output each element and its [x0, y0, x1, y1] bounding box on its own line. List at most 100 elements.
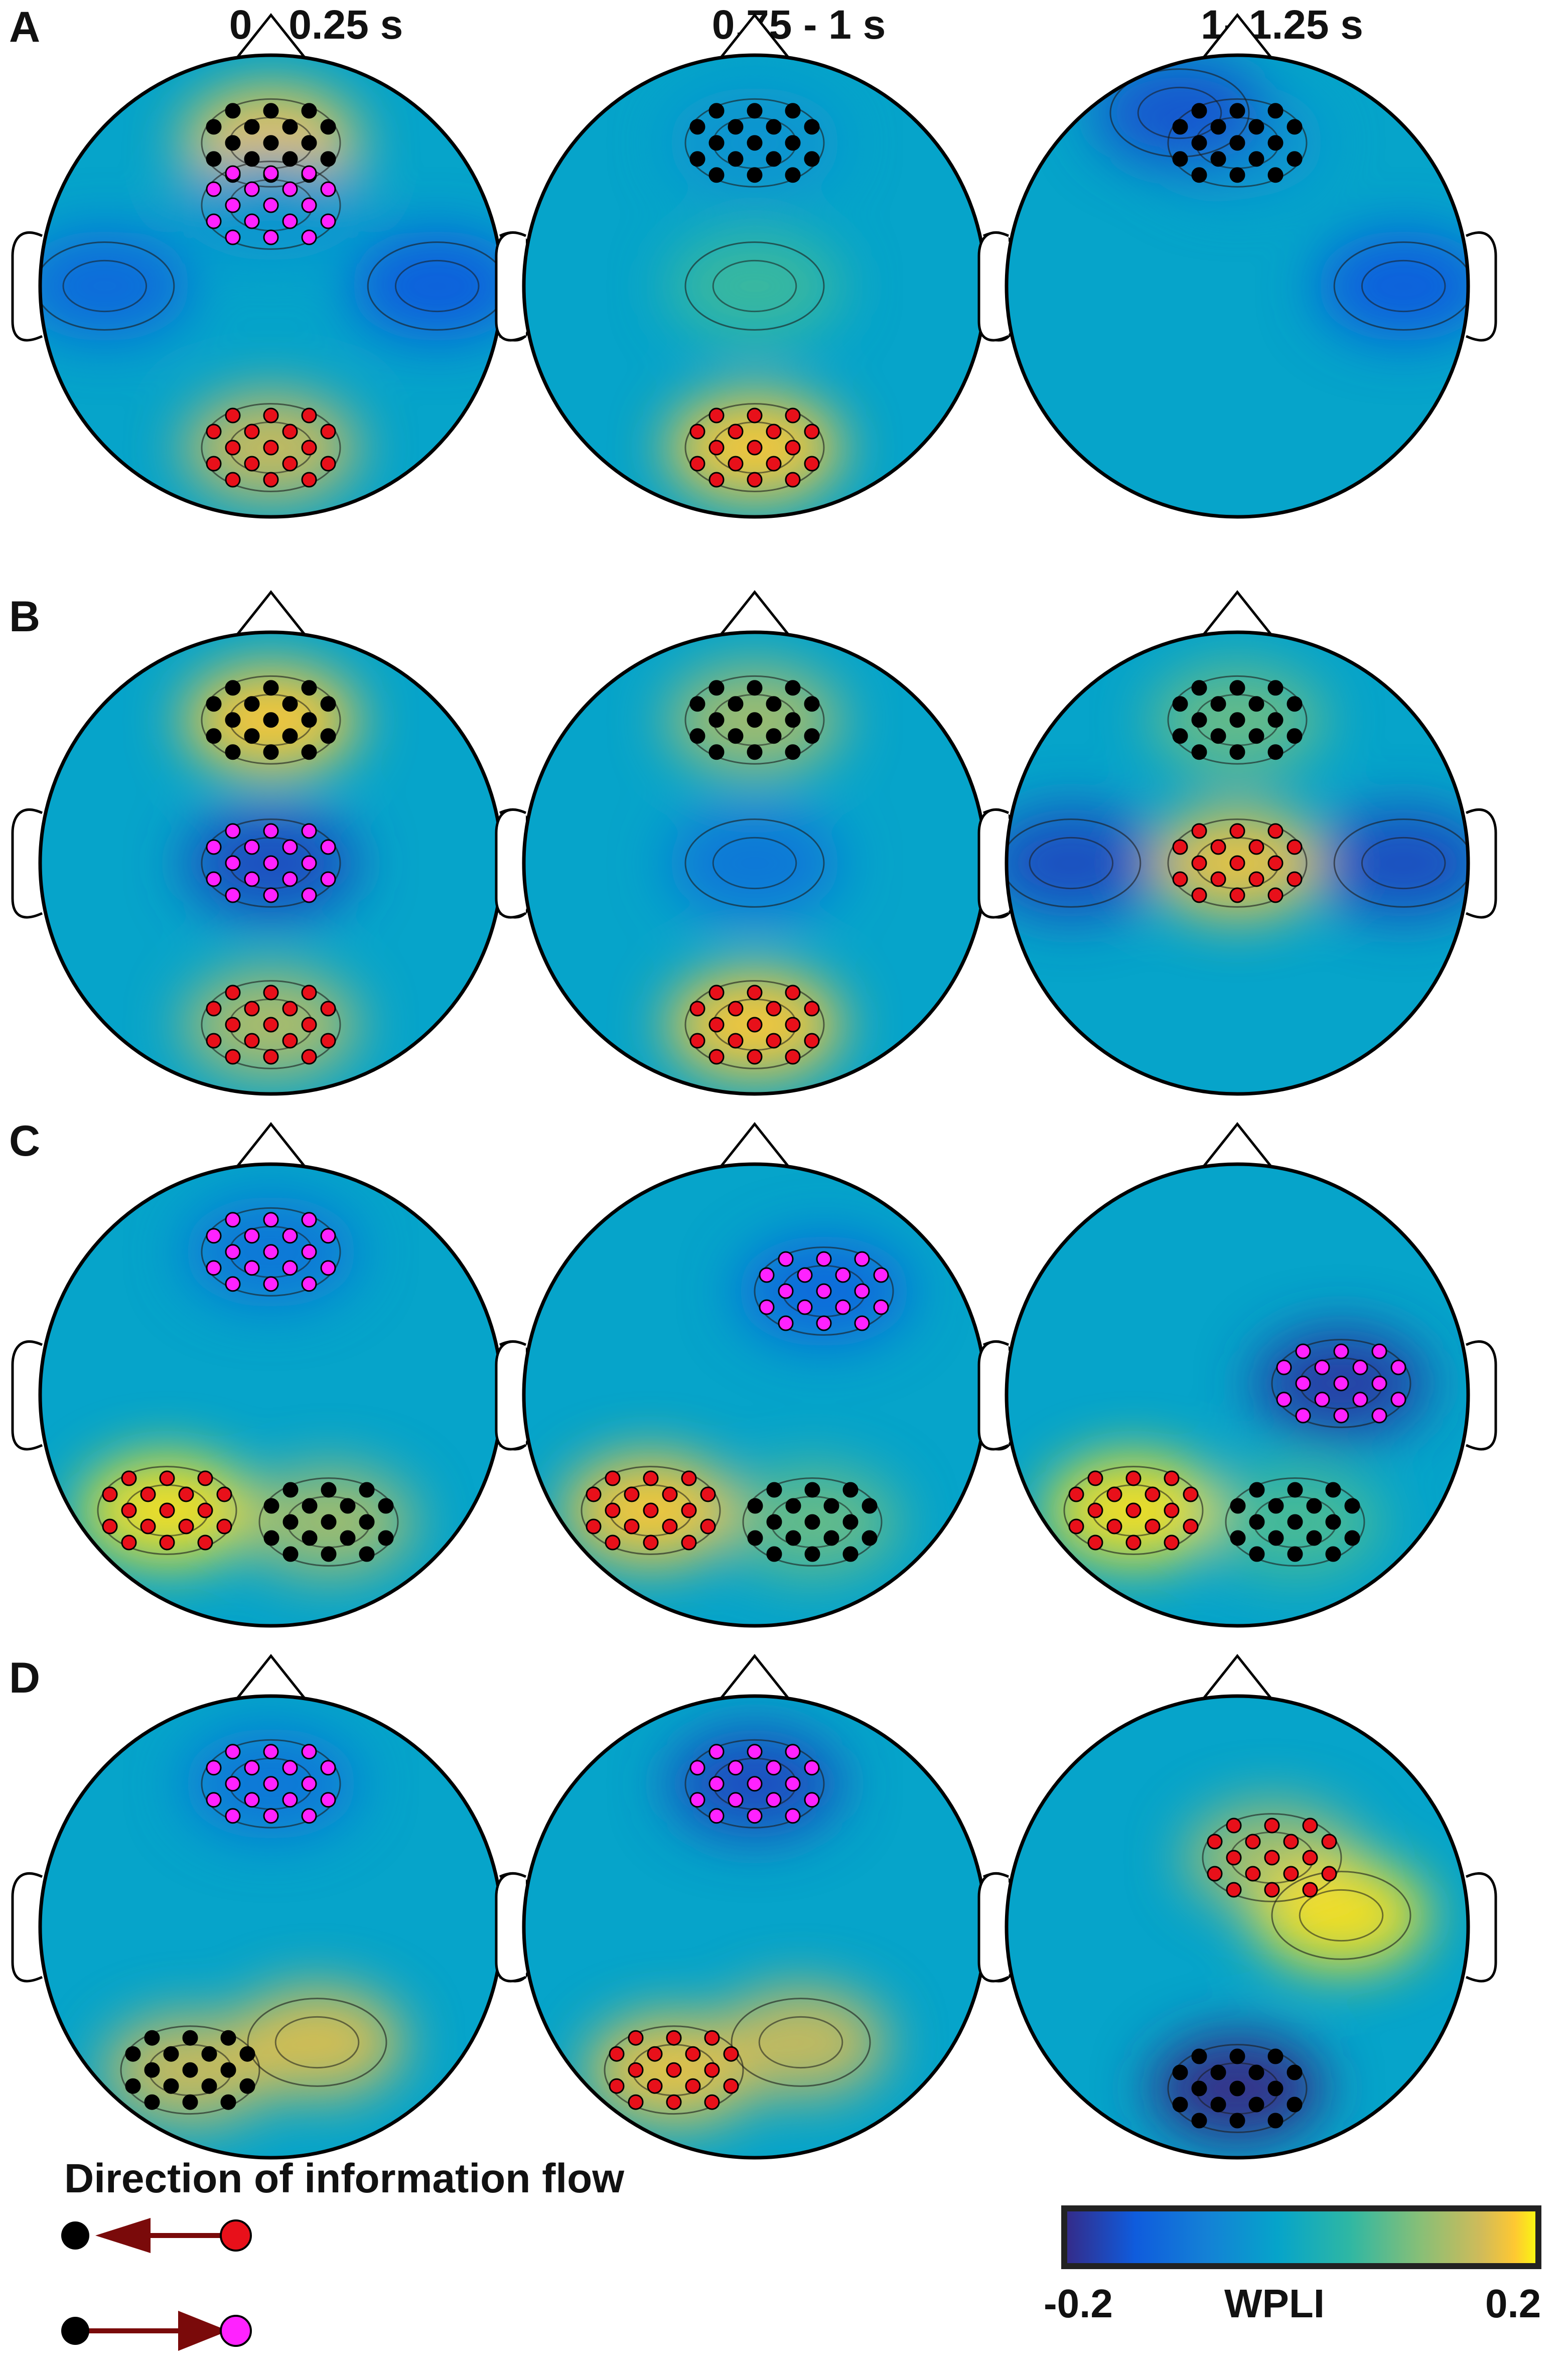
electrode-black-0-0	[1172, 696, 1188, 712]
electrode-black-0-13	[301, 712, 317, 728]
electrode-black-0-10	[282, 696, 298, 712]
electrode-black-2-3	[1249, 1514, 1265, 1530]
electrode-red-2-1	[689, 1033, 705, 1049]
electrode-black-0-7	[747, 103, 763, 119]
electrode-magenta-0-7	[263, 1744, 279, 1760]
electrode-red-2-2	[225, 985, 241, 1001]
electrode-magenta-0-4	[778, 1315, 794, 1331]
electrode-magenta-1-3	[225, 197, 241, 213]
electrode-black-2-10	[1306, 1498, 1322, 1514]
electrode-black-2-7	[1229, 2048, 1245, 2064]
electrode-red-1-0	[102, 1486, 118, 1502]
electrode-black-2-2	[1249, 1482, 1265, 1498]
electrode-magenta-1-8	[263, 855, 279, 871]
topoplot-heatmap	[524, 1164, 985, 1626]
nose-outline	[1199, 13, 1275, 61]
legend-title: Direction of information flow	[64, 2156, 625, 2201]
electrode-magenta-1-0	[206, 181, 222, 197]
electrode-red-1-10	[1248, 839, 1264, 855]
nose-outline	[1199, 1122, 1275, 1170]
head-outline	[1005, 53, 1470, 519]
electrode-red-0-12	[1302, 1818, 1318, 1834]
electrode-red-1-12	[785, 407, 801, 424]
electrode-red-1-4	[628, 2094, 644, 2110]
electrode-magenta-0-16	[320, 1792, 336, 1808]
electrode-magenta-0-7	[747, 1744, 763, 1760]
electrode-magenta-1-10	[282, 839, 298, 855]
electrode-black-0-8	[747, 135, 763, 151]
electrode-black-2-16	[862, 1530, 878, 1546]
contour-line	[394, 259, 480, 313]
electrode-black-0-12	[301, 103, 317, 119]
electrode-red-1-14	[197, 1534, 213, 1551]
left-ear-outline	[495, 231, 527, 342]
electrode-magenta-0-1	[689, 1792, 705, 1808]
contour-line	[1361, 259, 1446, 313]
electrode-red-0-16	[1321, 1866, 1337, 1882]
electrode-magenta-1-4	[225, 229, 241, 245]
contour-line	[1271, 1871, 1411, 1960]
wpli-region-2	[229, 1987, 405, 2098]
contour-line	[684, 818, 825, 908]
electrode-red-2-4	[225, 1049, 241, 1065]
electrode-black-0-6	[728, 728, 744, 744]
electrode-black-0-9	[747, 167, 763, 183]
electrode-black-0-14	[1267, 744, 1284, 760]
electrode-black-2-10	[823, 1498, 839, 1514]
electrode-red-1-9	[747, 472, 763, 488]
electrode-red-1-12	[197, 1470, 213, 1486]
nose-outline	[233, 590, 309, 638]
electrode-magenta-1-5	[244, 839, 260, 855]
electrode-magenta-0-4	[1295, 1408, 1311, 1424]
electrode-magenta-0-3	[225, 1776, 241, 1792]
contour-line	[201, 818, 341, 908]
electrode-black-0-5	[728, 119, 744, 135]
electrode-red-1-2	[605, 1470, 621, 1486]
electrode-red-1-2	[708, 407, 725, 424]
electrode-magenta-0-15	[320, 1228, 336, 1244]
electrode-red-1-13	[197, 1502, 213, 1518]
wpli-region-2	[713, 1987, 889, 2098]
electrode-black-0-12	[785, 680, 801, 696]
electrode-black-0-13	[1267, 135, 1284, 151]
electrode-magenta-0-16	[320, 1260, 336, 1276]
electrode-red-2-6	[728, 1033, 744, 1049]
contour-line	[1202, 1813, 1342, 1902]
electrode-red-1-11	[1248, 871, 1264, 887]
legend-dot-black-2	[61, 2317, 89, 2345]
electrode-red-1-13	[1164, 1502, 1180, 1518]
electrode-black-2-6	[1210, 2097, 1226, 2113]
electrode-black-2-4	[766, 1546, 782, 1562]
legend-dot-red	[220, 2219, 252, 2252]
row-label-c: C	[9, 1117, 41, 1165]
electrode-magenta-0-14	[1371, 1408, 1387, 1424]
electrode-red-1-8	[159, 1502, 175, 1518]
electrode-magenta-0-14	[854, 1315, 870, 1331]
electrode-red-0-7	[1264, 1818, 1280, 1834]
colorbar	[1061, 2205, 1541, 2269]
electrode-black-2-1	[263, 1530, 279, 1546]
electrode-red-1-11	[662, 1518, 678, 1534]
electrode-black-1-0	[125, 2046, 141, 2062]
electrode-black-0-3	[225, 135, 241, 151]
electrode-magenta-0-8	[816, 1283, 832, 1299]
contour-line	[1167, 2044, 1308, 2133]
electrode-red-1-1	[1172, 871, 1188, 887]
electrode-black-0-1	[689, 151, 705, 167]
electrode-magenta-0-10	[282, 1228, 298, 1244]
electrode-red-2-10	[282, 424, 298, 440]
electrode-magenta-1-15	[320, 181, 336, 197]
electrode-black-0-3	[225, 712, 241, 728]
electrode-red-1-15	[804, 424, 820, 440]
electrode-red-1-4	[1087, 1534, 1103, 1551]
wpli-region-2	[667, 230, 842, 342]
electrode-magenta-0-8	[263, 1776, 279, 1792]
electrode-red-1-0	[1068, 1486, 1084, 1502]
electrode-black-2-15	[1287, 2064, 1303, 2080]
topoplot-panel-d-2	[977, 1653, 1497, 2160]
electrode-black-0-8	[263, 135, 279, 151]
legend-arrow-1-head	[95, 2218, 151, 2253]
electrode-black-2-0	[747, 1498, 763, 1514]
electrode-red-1-10	[178, 1486, 194, 1502]
electrode-red-2-11	[282, 1033, 298, 1049]
